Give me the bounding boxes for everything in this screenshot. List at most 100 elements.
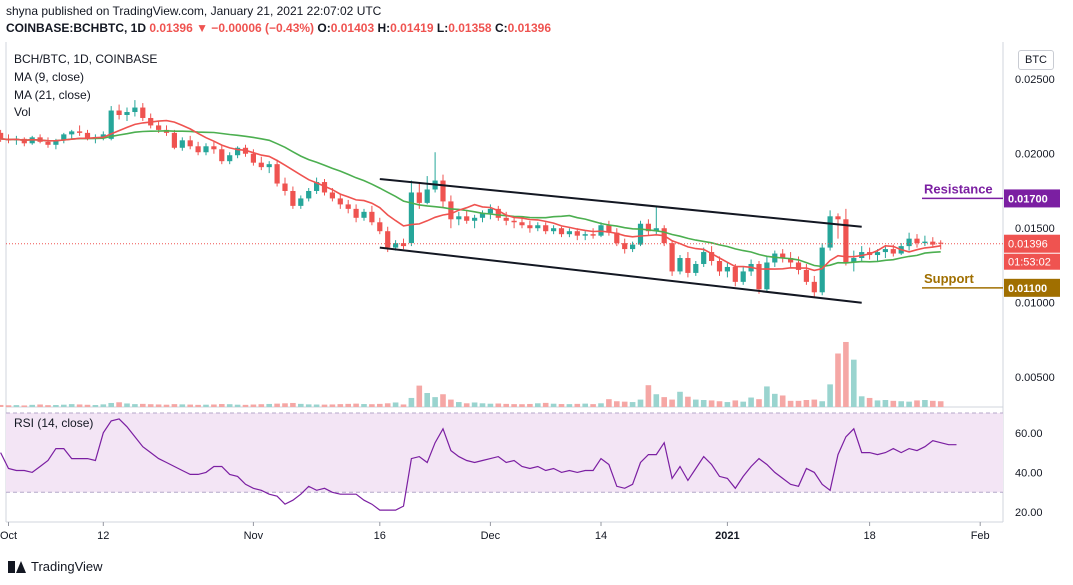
volume-bar <box>906 401 912 407</box>
volume-bar <box>637 399 644 407</box>
candle-body <box>298 198 304 206</box>
candle-body <box>693 263 699 273</box>
candle-body <box>416 192 422 203</box>
volume-bar <box>606 399 612 407</box>
volume-bar <box>787 400 794 407</box>
candle-body <box>171 132 177 148</box>
current-price-label: 0.01396 <box>1008 239 1048 251</box>
volume-bar <box>621 401 628 407</box>
price-tick-label: 0.00500 <box>1015 372 1055 384</box>
candle-body <box>45 141 51 145</box>
volume-bar <box>843 341 849 407</box>
candle-body <box>61 134 67 141</box>
candle-body <box>479 213 486 218</box>
volume-bar <box>827 384 833 407</box>
time-tick-label: 2021 <box>715 530 739 542</box>
candle-body <box>140 107 146 118</box>
volume-bar <box>866 397 873 407</box>
volume-bar <box>582 403 588 407</box>
candle-body <box>195 146 201 153</box>
volume-bar <box>858 396 865 407</box>
candle-body <box>211 146 217 150</box>
volume-bar <box>503 403 509 407</box>
candle-body <box>709 252 715 261</box>
symbol-ohlc-bar: COINBASE:BCHBTC, 1D 0.01396 ▼ −0.00006 (… <box>6 21 551 35</box>
volume-bar <box>13 405 20 407</box>
volume-bar <box>487 403 494 407</box>
candle-body <box>456 216 462 220</box>
volume-bar <box>155 404 162 407</box>
price-tick-label: 0.02500 <box>1015 74 1055 86</box>
volume-bar <box>937 401 944 407</box>
volume-bar <box>290 402 296 407</box>
candle-body <box>637 223 644 245</box>
candle-body <box>369 211 375 223</box>
candle-body <box>274 164 280 184</box>
candle-body <box>353 208 359 218</box>
candle-body <box>614 232 620 244</box>
candle-body <box>203 146 209 153</box>
candle-body <box>922 241 928 244</box>
volume-bar <box>147 404 154 407</box>
channel-upper-line <box>379 178 862 228</box>
candle-body <box>511 220 517 223</box>
candle-body <box>843 219 849 263</box>
candle-body <box>780 253 786 259</box>
candle-body <box>906 238 912 247</box>
ma9-line <box>0 119 941 272</box>
volume-bar <box>361 404 367 407</box>
volume-bar <box>914 400 920 407</box>
ma9-legend: MA (9, close) <box>14 70 85 84</box>
volume-bar <box>195 404 201 407</box>
candle-body <box>314 182 320 191</box>
volume-bar <box>37 404 43 407</box>
tradingview-footer[interactable]: TradingView <box>8 559 103 574</box>
candle-body <box>361 211 367 218</box>
tradingview-brand: TradingView <box>31 559 103 574</box>
volume-bar <box>0 404 4 407</box>
resistance-price-tag <box>1004 189 1060 208</box>
volume-bar <box>234 404 241 407</box>
symbol-legend: BCH/BTC, 1D, COINBASE <box>14 52 158 66</box>
volume-bar <box>835 353 841 407</box>
candle-body <box>337 198 343 205</box>
candle-body <box>630 244 636 250</box>
candle-body <box>819 247 825 293</box>
resistance-price-label: 0.01700 <box>1008 193 1048 205</box>
candle-body <box>448 201 454 220</box>
volume-bar <box>471 402 478 407</box>
volume-bar <box>614 401 620 407</box>
volume-bar <box>535 403 541 407</box>
rsi-tick-label: 20.00 <box>1015 507 1043 519</box>
volume-bar <box>29 404 35 407</box>
volume-bar <box>566 404 573 407</box>
candle-body <box>930 241 936 245</box>
volume-bar <box>724 402 731 407</box>
volume-bar <box>748 397 754 407</box>
volume-bar <box>132 404 138 407</box>
volume-bar <box>163 404 170 407</box>
rsi-legend: RSI (14, close) <box>14 416 94 430</box>
volume-bar <box>716 401 723 407</box>
candle-body <box>645 223 651 232</box>
rsi-band <box>6 412 1003 493</box>
currency-button[interactable]: BTC <box>1018 50 1054 70</box>
candle-body <box>464 216 470 221</box>
volume-bar <box>661 397 667 407</box>
countdown-label: 01:53:02 <box>1008 257 1051 269</box>
candle-body <box>408 192 414 244</box>
candle-body <box>219 149 225 162</box>
candle-body <box>440 180 446 202</box>
candle-body <box>519 222 525 226</box>
candle-body <box>551 228 557 232</box>
pair-label: COINBASE:BCHBTC, 1D <box>6 21 147 35</box>
candle-body <box>179 140 185 148</box>
time-tick-label: 18 <box>863 530 875 542</box>
volume-bar <box>819 401 825 407</box>
volume-bar <box>53 405 59 407</box>
volume-bar <box>353 403 359 407</box>
volume-bar <box>266 403 272 407</box>
volume-bar <box>550 403 557 407</box>
volume-bar <box>732 400 739 407</box>
